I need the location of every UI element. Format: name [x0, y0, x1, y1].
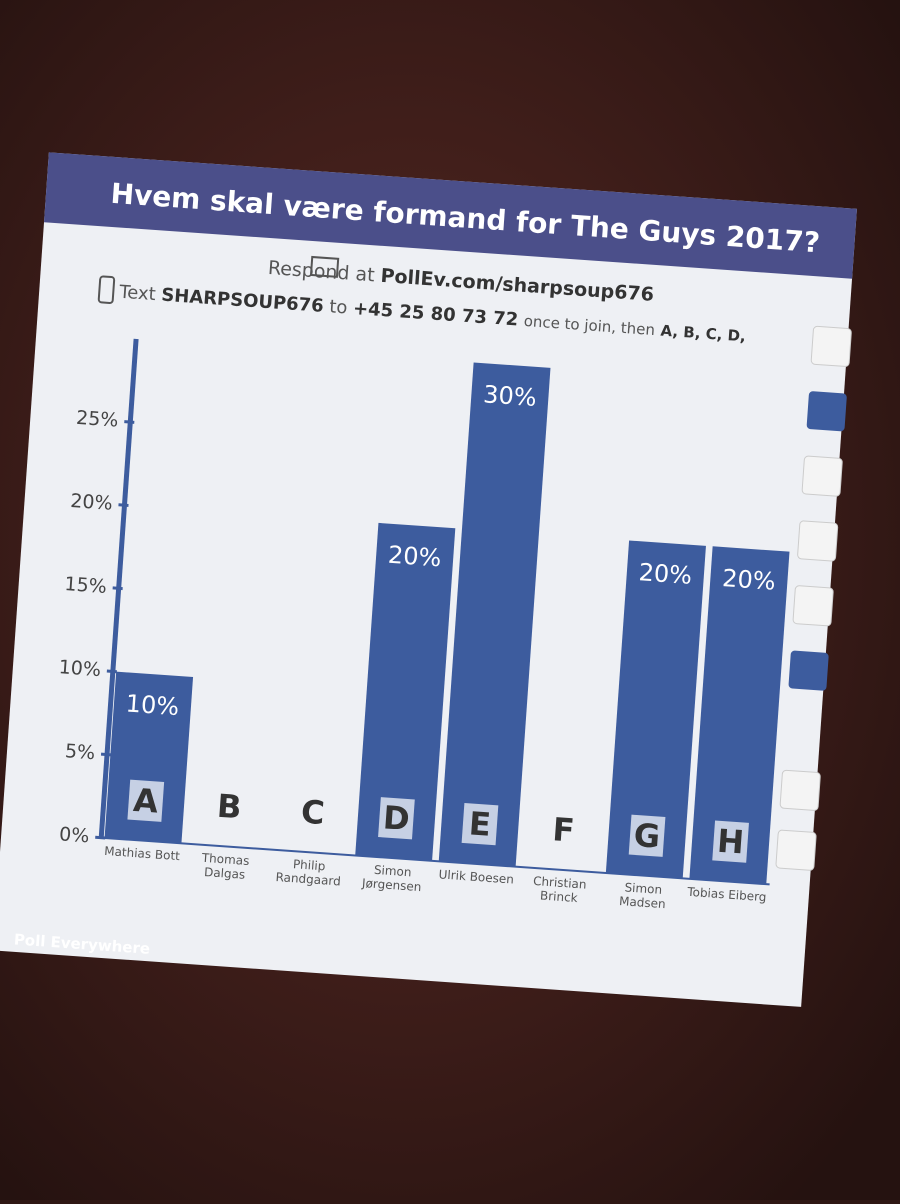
- bar-letter: C: [300, 793, 326, 833]
- fullscreen-button[interactable]: [788, 650, 829, 691]
- x-tick-label: Christian Brinck: [532, 873, 587, 906]
- letter-box: [628, 814, 666, 857]
- y-tick: [100, 752, 112, 757]
- y-tick: [106, 669, 117, 674]
- filter-button[interactable]: [806, 391, 847, 432]
- hide-button[interactable]: [801, 455, 843, 497]
- x-tick-label: Tobias Eiberg: [687, 885, 767, 904]
- y-tick: [124, 420, 135, 424]
- lock-button[interactable]: [797, 520, 839, 562]
- pen-button[interactable]: [810, 325, 852, 367]
- value-label: 30%: [482, 380, 537, 412]
- text-to: to: [329, 296, 348, 318]
- bar: [605, 540, 706, 879]
- value-label: 10%: [125, 689, 180, 721]
- category-label: Christian Brinck: [532, 873, 587, 906]
- y-tick-label: 5%: [64, 740, 96, 764]
- y-tick: [112, 586, 123, 591]
- bar: [689, 546, 790, 885]
- archive-button[interactable]: [792, 585, 834, 627]
- y-tick-label: 20%: [70, 490, 114, 515]
- bar-letter: A: [132, 781, 160, 821]
- value-label: 20%: [721, 564, 776, 596]
- value-label: 20%: [387, 541, 442, 573]
- category-label: Simon Jørgensen: [361, 862, 422, 895]
- next-button[interactable]: [779, 769, 821, 811]
- text-prefix: Text: [118, 282, 157, 306]
- letter-box: [378, 797, 415, 840]
- category-label: Thomas Dalgas: [201, 850, 250, 882]
- bar-letter: G: [633, 816, 662, 856]
- bar-letter: E: [468, 804, 492, 843]
- slide: Hvem skal være formand for The Guys 2017…: [0, 152, 857, 1007]
- y-tick-label: 10%: [58, 656, 102, 681]
- text-options: A, B, C, D,: [660, 321, 746, 345]
- letter-box: [712, 820, 749, 863]
- y-tick: [95, 835, 106, 840]
- category-label: Simon Madsen: [618, 880, 667, 912]
- bar-letter: D: [382, 798, 411, 838]
- x-tick-label: Simon Madsen: [618, 880, 667, 912]
- x-tick-label: Philip Randgaard: [275, 857, 342, 889]
- x-tick-label: Ulrik Boesen: [438, 867, 514, 886]
- y-tick-label: 0%: [58, 823, 90, 847]
- sidebar: [775, 325, 852, 871]
- y-tick: [118, 503, 129, 507]
- x-tick-label: Simon Jørgensen: [361, 862, 422, 895]
- bar: [355, 522, 456, 861]
- x-tick-label: Thomas Dalgas: [201, 850, 250, 882]
- monitor-icon: [309, 255, 340, 278]
- letter-box: [127, 779, 165, 822]
- bar-letter: B: [216, 787, 243, 827]
- value-label: 20%: [638, 558, 693, 590]
- letter-box: [461, 802, 499, 846]
- y-tick-label: 25%: [75, 407, 119, 432]
- bar: [104, 671, 194, 844]
- y-tick-label: 15%: [64, 573, 108, 598]
- prev-button[interactable]: [775, 829, 817, 871]
- header-band: [44, 152, 857, 279]
- phone-icon: [97, 275, 116, 304]
- x-tick-label: Mathias Bott: [104, 844, 181, 863]
- bar: [438, 362, 551, 867]
- bar-letter: F: [551, 810, 575, 849]
- category-label: Philip Randgaard: [275, 857, 342, 889]
- bar-letter: H: [716, 822, 745, 862]
